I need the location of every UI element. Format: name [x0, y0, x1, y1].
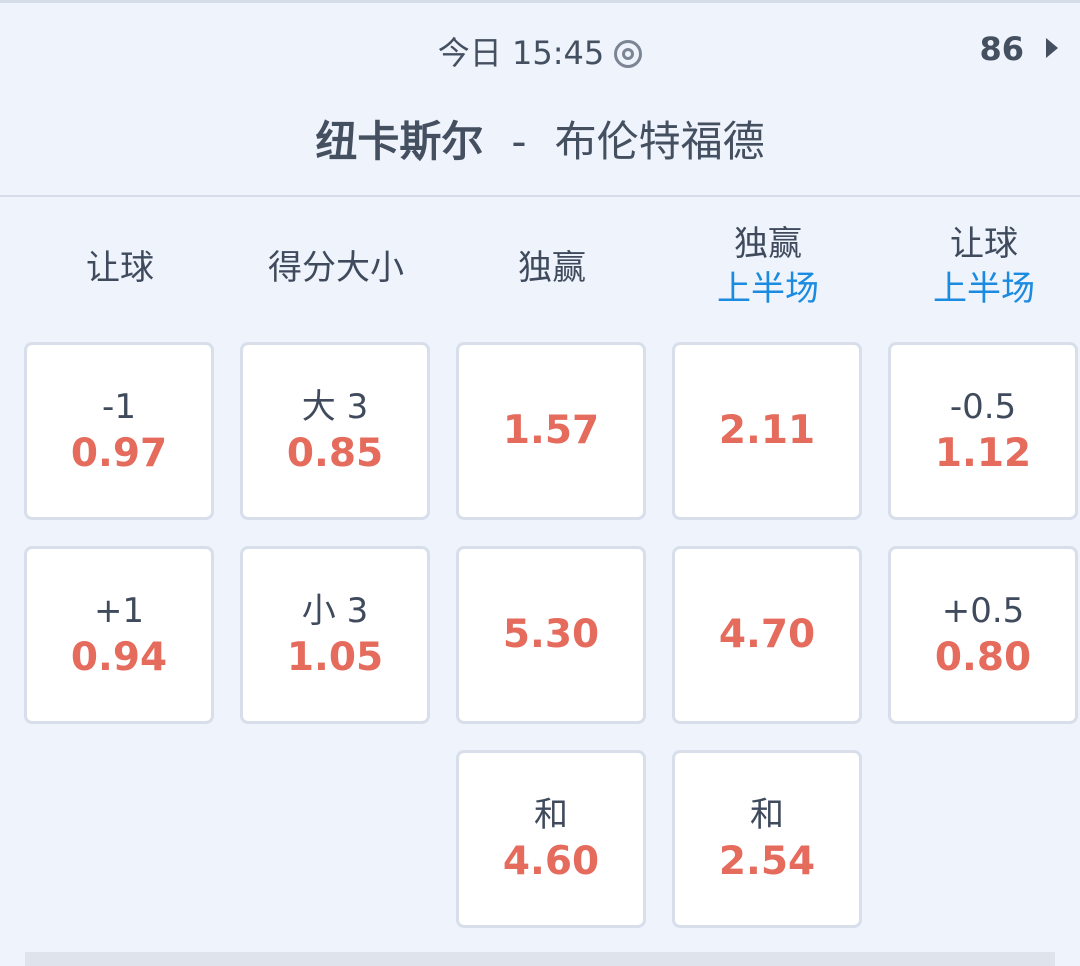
column-subtitle: 上半场: [933, 269, 1035, 309]
odds-button[interactable]: 2.11: [672, 342, 862, 520]
away-team: 布伦特福德: [554, 117, 765, 166]
odds-line: 和: [534, 795, 568, 835]
odds-button[interactable]: 4.70: [672, 546, 862, 724]
more-markets-count: 86: [979, 30, 1024, 68]
odds-value: 1.12: [934, 431, 1032, 476]
odds-button[interactable]: 1.57: [456, 342, 646, 520]
odds-line: 小 3: [301, 591, 369, 631]
odds-value: 2.54: [718, 839, 816, 884]
column-title: 让球: [950, 224, 1018, 264]
match-time-text: 今日 15:45: [437, 34, 605, 72]
more-markets-button[interactable]: 86: [979, 30, 1058, 68]
odds-button[interactable]: 和 2.54: [672, 750, 862, 928]
odds-value: 2.11: [718, 408, 816, 453]
chevron-right-icon: [1046, 38, 1058, 58]
column-title: 让球: [86, 248, 154, 288]
match-time: 今日 15:45: [0, 28, 1080, 74]
column-title: 独赢: [518, 248, 586, 288]
odds-value: 0.94: [70, 635, 168, 680]
odds-value: 0.85: [286, 431, 384, 476]
team-separator: -: [511, 117, 527, 166]
odds-line: -0.5: [949, 387, 1017, 427]
odds-button[interactable]: -0.5 1.12: [888, 342, 1078, 520]
odds-value: 4.60: [502, 839, 600, 884]
odds-value: 4.70: [718, 612, 816, 657]
column-title: 得分大小: [268, 248, 404, 288]
odds-button[interactable]: -1 0.97: [24, 342, 214, 520]
divider: [0, 195, 1080, 197]
odds-button[interactable]: 和 4.60: [456, 750, 646, 928]
odds-line: +1: [93, 591, 145, 631]
column-header: 让球 上半场: [876, 222, 1080, 312]
column-title: 独赢: [734, 224, 802, 264]
bottom-bar: [25, 952, 1055, 966]
odds-line: -1: [102, 387, 136, 427]
column-header: 独赢: [444, 246, 660, 291]
odds-value: 1.05: [286, 635, 384, 680]
odds-value: 0.97: [70, 431, 168, 476]
odds-line: +0.5: [941, 591, 1025, 631]
top-border: [0, 0, 1080, 3]
live-target-icon: [614, 40, 643, 68]
home-team: 纽卡斯尔: [315, 117, 484, 166]
match-title: 纽卡斯尔 - 布伦特福德: [0, 108, 1080, 169]
odds-button[interactable]: 大 3 0.85: [240, 342, 430, 520]
column-header: 让球: [12, 246, 228, 291]
odds-button[interactable]: 小 3 1.05: [240, 546, 430, 724]
column-subtitle: 上半场: [717, 269, 819, 309]
column-header: 独赢 上半场: [660, 222, 876, 312]
odds-value: 5.30: [502, 612, 600, 657]
odds-button[interactable]: +0.5 0.80: [888, 546, 1078, 724]
odds-value: 0.80: [934, 635, 1032, 680]
odds-line: 和: [750, 795, 784, 835]
column-header: 得分大小: [228, 246, 444, 291]
odds-line: 大 3: [301, 387, 369, 427]
odds-value: 1.57: [502, 408, 600, 453]
odds-button[interactable]: +1 0.94: [24, 546, 214, 724]
odds-button[interactable]: 5.30: [456, 546, 646, 724]
